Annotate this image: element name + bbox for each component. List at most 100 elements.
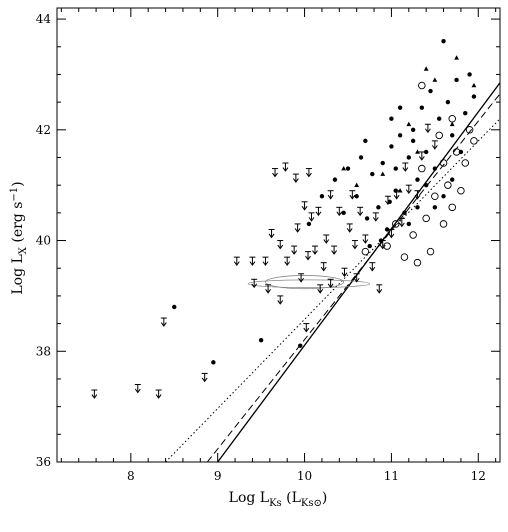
y-tick-label: 38 [36,344,51,358]
open-circle-point [448,203,456,212]
filled-dot-point [387,199,392,204]
filled-dot-point [423,182,429,188]
x-tick-label: 11 [384,469,399,483]
filled-dot-point [384,227,390,232]
open-circle-point [448,114,456,123]
open-circle-point [461,159,470,167]
upper-limit-arrowhead [336,211,343,217]
upper-limit-arrowhead [91,394,98,399]
filled-dot-point [380,160,385,166]
open-circle-point [470,137,478,145]
open-circle-point [409,231,417,239]
open-circle-point [361,247,370,256]
upper-limit-arrowhead [284,261,291,267]
upper-limit-point [414,190,421,200]
filled-dot-point [354,194,359,199]
filled-dot-point [406,155,411,160]
upper-limit-point [305,168,312,178]
upper-limit-arrowhead [201,377,208,383]
triangle-point [406,121,412,127]
y-axis-title-unit: (erg s [10,202,26,248]
upper-limit-point [249,256,256,267]
x-axis-title-sub: Ks [269,498,282,509]
upper-limit-point [265,284,272,294]
filled-dot-point [410,127,416,133]
filled-dot-point [423,149,429,155]
upper-limit-point [349,190,356,200]
filled-dot-point [306,221,312,227]
upper-limit-point [155,389,162,399]
upper-limit-point [298,273,305,283]
upper-limit-point [301,201,308,211]
y-tick-label: 36 [36,455,51,469]
upper-limit-arrowhead [301,205,308,211]
upper-limit-point [277,240,284,250]
filled-dot-point [172,304,177,310]
y-tick-label: 44 [36,12,52,26]
upper-limit-arrowhead [320,266,327,272]
upper-limit-arrowhead [282,167,289,172]
upper-limit-point [431,140,438,150]
upper-limit-point [317,284,324,294]
upper-limit-arrowhead [277,300,284,305]
filled-dot-point [450,177,455,182]
triangle-point [341,165,347,171]
filled-dot-point [358,155,364,160]
open-circle-point [435,131,443,140]
upper-limit-arrowhead [372,217,379,222]
upper-limit-point [323,234,330,244]
upper-limit-arrowhead [291,250,298,255]
y-axis-title-exp: −1 [9,187,20,202]
upper-limit-arrowhead [160,322,167,327]
upper-limit-point [405,184,412,195]
upper-limit-arrowhead [262,261,269,267]
filled-dot-point [363,138,368,144]
upper-limit-point [303,323,310,333]
upper-limit-arrowhead [402,167,409,172]
y-axis-title-sub: X [18,246,29,254]
filled-dot-point [298,343,303,348]
x-axis-title: Log LKs (LKs⊙) [229,490,328,509]
filled-dot-point [211,360,216,365]
upper-limit-arrowhead [341,272,348,278]
triangle-point [471,82,477,88]
triangle-point [432,77,438,82]
upper-limit-point [327,278,334,289]
upper-limit-arrowhead [376,289,383,294]
open-circle-point [413,258,422,267]
upper-limit-point [418,151,425,161]
filled-dot-point [367,243,372,249]
open-circle-point [422,214,430,223]
filled-dot-point [419,105,425,110]
upper-limit-arrowhead [308,217,315,222]
upper-limit-point [402,162,409,172]
open-circle-point [426,247,435,256]
triangle-point [354,182,360,187]
upper-limit-arrowhead [346,228,353,233]
upper-limit-arrowhead [305,255,311,261]
upper-limit-point [336,206,343,217]
filled-dot-point [397,105,403,110]
filled-dot-point [450,133,455,138]
upper-limit-arrowhead [249,261,256,267]
filled-dot-point [406,221,411,227]
filled-dot-point [393,188,398,193]
filled-dot-point [454,77,459,83]
upper-limit-arrowhead [305,172,312,178]
relation-lines [165,82,500,462]
upper-limit-point [353,273,360,283]
upper-limit-point [315,206,322,217]
filled-dot-point [376,205,381,210]
upper-limit-arrowhead [292,178,299,183]
filled-dot-point [436,116,442,121]
triangle-point [415,149,420,154]
upper-limit-point [311,245,318,255]
open-circle-point [439,220,448,228]
upper-limit-point [294,223,301,233]
upper-limit-point [351,240,358,250]
upper-limit-point [233,256,240,267]
upper-limit-arrowhead [431,145,438,150]
upper-limit-arrowhead [418,156,425,161]
upper-limit-arrowhead [398,222,405,228]
